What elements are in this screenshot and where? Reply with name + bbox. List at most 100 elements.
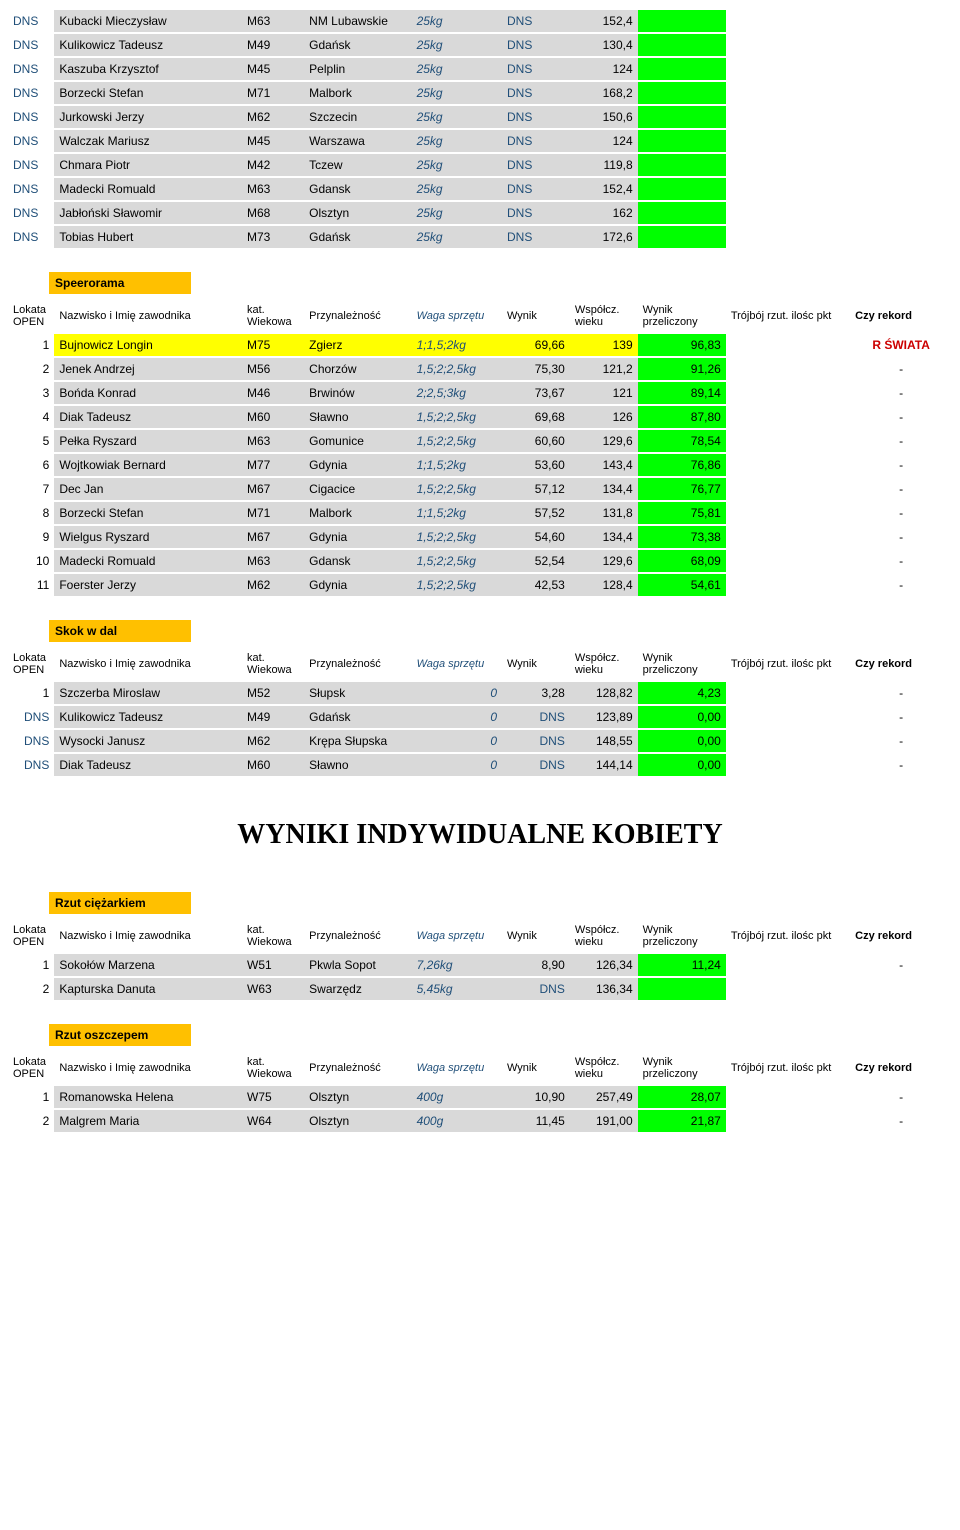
cell-name: Jabłoński Sławomir [54,201,242,225]
cell-wspolcz: 134,4 [570,477,638,501]
table-row: 10 Madecki Romuald M63 Gdansk 1,5;2;2,5k… [8,549,952,573]
hdr-pkt: Trójbój rzut. ilośc pkt [726,920,850,953]
cell-waga: 1,5;2;2,5kg [412,525,502,549]
cell-kat: W63 [242,977,304,1001]
table-row: 7 Dec Jan M67 Cigacice 1,5;2;2,5kg 57,12… [8,477,952,501]
hdr-nazwisko: Nazwisko i Imię zawodnika [54,920,242,953]
cell-wynik: DNS [502,33,570,57]
cell-kat: W75 [242,1085,304,1109]
cell-wynik: 53,60 [502,453,570,477]
hdr-wynik: Wynik [502,920,570,953]
hdr-rekord: Czy rekord [850,920,952,953]
cell-lokata: DNS [8,177,54,201]
cell-przyn: Olsztyn [304,201,411,225]
cell-przyn: Malbork [304,501,411,525]
cell-name: Madecki Romuald [54,549,242,573]
cell-wynik: 69,66 [502,333,570,357]
cell-przyn: Brwinów [304,381,411,405]
cell-wspolcz: 168,2 [570,81,638,105]
cell-waga: 25kg [412,33,502,57]
cell-wynik: 11,45 [502,1109,570,1133]
cell-wspolcz: 143,4 [570,453,638,477]
cell-przel [638,177,726,201]
cell-lokata: DNS [8,105,54,129]
cell-pkt [726,729,850,753]
cell-przyn: Olsztyn [304,1085,411,1109]
cell-przel [638,9,726,33]
cell-name: Foerster Jerzy [54,573,242,597]
cell-przel: 0,00 [638,705,726,729]
table-row: DNS Kulikowicz Tadeusz M49 Gdańsk 0 DNS … [8,705,952,729]
cell-przyn: Gdańsk [304,705,411,729]
cell-wynik: DNS [502,225,570,249]
cell-lokata: DNS [8,33,54,57]
cell-wynik: DNS [502,977,570,1001]
hdr-przel: Wynik przeliczony [638,920,726,953]
cell-wynik: 57,12 [502,477,570,501]
cell-waga: 25kg [412,129,502,153]
table-row: DNS Kulikowicz Tadeusz M49 Gdańsk 25kg D… [8,33,952,57]
cell-wynik: DNS [502,753,570,777]
cell-name: Jurkowski Jerzy [54,105,242,129]
cell-rek [850,153,952,177]
cell-pkt [726,705,850,729]
cell-przyn: Sławno [304,405,411,429]
cell-przel: 78,54 [638,429,726,453]
cell-wynik: 42,53 [502,573,570,597]
cell-kat: M62 [242,573,304,597]
cell-wspolcz: 124 [570,129,638,153]
hdr-waga: Waga sprzętu [412,920,502,953]
cell-przel: 0,00 [638,753,726,777]
cell-rek [850,129,952,153]
cell-rek [850,177,952,201]
hdr-waga: Waga sprzętu [412,1052,502,1085]
cell-kat: M63 [242,9,304,33]
table-row: 8 Borzecki Stefan M71 Malbork 1;1,5;2kg … [8,501,952,525]
cell-waga: 25kg [412,153,502,177]
table-row: DNS Chmara Piotr M42 Tczew 25kg DNS 119,… [8,153,952,177]
cell-waga: 25kg [412,81,502,105]
hdr-wspolcz: Współcz. wieku [570,300,638,333]
cell-przyn: Zgierz [304,333,411,357]
cell-przel [638,81,726,105]
cell-rek: - [850,477,952,501]
cell-wynik: DNS [502,201,570,225]
hdr-przyn: Przynależność [304,648,411,681]
cell-rek: - [850,573,952,597]
cell-wspolcz: 152,4 [570,9,638,33]
cell-wspolcz: 121,2 [570,357,638,381]
cell-lokata: 2 [8,1109,54,1133]
cell-rek [850,33,952,57]
cell-pkt [726,33,850,57]
table-row: DNS Kaszuba Krzysztof M45 Pelplin 25kg D… [8,57,952,81]
cell-przel [638,153,726,177]
table-row: 11 Foerster Jerzy M62 Gdynia 1,5;2;2,5kg… [8,573,952,597]
cell-rek: - [850,1109,952,1133]
cell-pkt [726,9,850,33]
cell-rek: - [850,357,952,381]
cell-przel: 11,24 [638,953,726,977]
cell-wynik: DNS [502,105,570,129]
cell-waga: 2;2,5;3kg [412,381,502,405]
cell-wynik: DNS [502,9,570,33]
section-rzut-o: Rzut oszczepem [49,1024,191,1046]
cell-rek [850,81,952,105]
cell-name: Borzecki Stefan [54,501,242,525]
cell-pkt [726,57,850,81]
cell-przyn: Malbork [304,81,411,105]
cell-name: Kulikowicz Tadeusz [54,705,242,729]
table-row: 1 Sokołów Marzena W51 Pkwla Sopot 7,26kg… [8,953,952,977]
cell-przyn: Gdańsk [304,33,411,57]
table-row: 2 Kapturska Danuta W63 Swarzędz 5,45kg D… [8,977,952,1001]
cell-pkt [726,977,850,1001]
hdr-wynik: Wynik [502,1052,570,1085]
cell-rek: - [850,501,952,525]
cell-przyn: Gdańsk [304,225,411,249]
cell-przel: 87,80 [638,405,726,429]
cell-pkt [726,381,850,405]
cell-kat: M52 [242,681,304,705]
cell-przel: 4,23 [638,681,726,705]
cell-przel: 21,87 [638,1109,726,1133]
cell-name: Bońda Konrad [54,381,242,405]
cell-pkt [726,405,850,429]
